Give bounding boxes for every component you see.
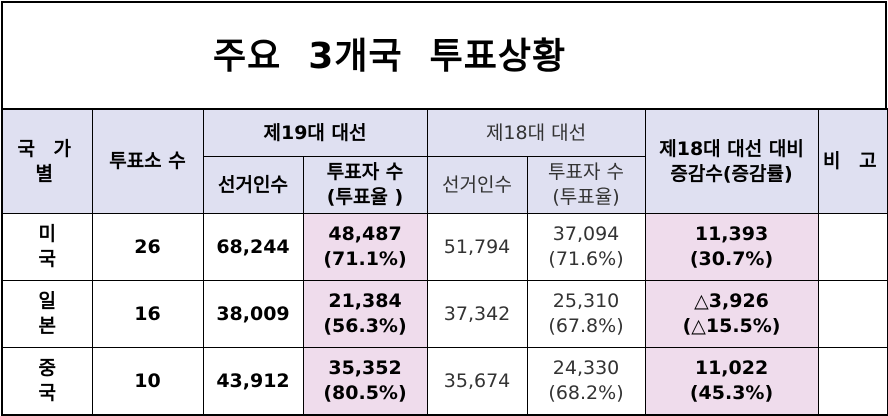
page-title: 주요 3개국 투표상황 <box>213 36 567 77</box>
header-turnout-18: 투표자 수 (투표율) <box>526 156 646 214</box>
header-stations: 투표소 수 <box>91 108 204 214</box>
cell-stations: 16 <box>91 280 204 348</box>
cell-turnout-18: 24,330 (68.2%) <box>526 347 646 416</box>
cell-stations: 26 <box>91 213 204 281</box>
cell-remarks <box>817 280 888 348</box>
cell-turnout-19: 21,384 (56.3%) <box>302 280 428 348</box>
voting-status-table: 국 가 별 투표소 수 제19대 대선 제18대 대선 제18대 대선 대비 증… <box>1 108 888 416</box>
header-country-label: 국 가 별 <box>17 137 78 185</box>
cell-country: 중 국 <box>1 347 93 416</box>
cell-country: 미 국 <box>1 213 93 281</box>
header-election-18: 제18대 대선 <box>426 108 646 157</box>
header-election-19-label: 제19대 대선 <box>263 121 367 144</box>
header-change: 제18대 대선 대비 증감수(증감률) <box>644 108 819 214</box>
cell-turnout-19: 35,352 (80.5%) <box>302 347 428 416</box>
cell-country: 일 본 <box>1 280 93 348</box>
header-voters-19-label: 선거인수 <box>218 173 288 196</box>
cell-voters-18: 37,342 <box>426 280 528 348</box>
cell-voters-19: 68,244 <box>202 213 304 281</box>
header-row-2: 선거인수 투표자 수 (투표율 ) 선거인수 투표자 수 (투표율) <box>2 156 888 214</box>
table-row: 미 국 26 68,244 48,487 (71.1%) 51,794 37,0… <box>1 213 888 281</box>
cell-turnout-18: 25,310 (67.8%) <box>526 280 646 348</box>
cell-remarks <box>817 347 888 416</box>
header-election-18-label: 제18대 대선 <box>485 121 587 144</box>
header-turnout-19: 투표자 수 (투표율 ) <box>302 156 428 214</box>
cell-change: 11,022 (45.3%) <box>644 347 819 416</box>
header-turnout-19-label: 투표자 수 (투표율 ) <box>326 161 404 208</box>
header-change-label: 제18대 대선 대비 증감수(증감률) <box>659 137 804 185</box>
cell-remarks <box>817 213 888 281</box>
header-turnout-18-label: 투표자 수 (투표율) <box>548 161 624 208</box>
cell-turnout-19: 48,487 (71.1%) <box>302 213 428 281</box>
header-stations-label: 투표소 수 <box>109 150 186 173</box>
cell-voters-18: 51,794 <box>426 213 528 281</box>
header-voters-18: 선거인수 <box>426 156 528 214</box>
cell-voters-19: 38,009 <box>202 280 304 348</box>
header-remarks: 비 고 <box>817 108 888 214</box>
cell-change: △3,926 (△15.5%) <box>644 280 819 348</box>
table-row: 중 국 10 43,912 35,352 (80.5%) 35,674 24,3… <box>1 347 888 416</box>
table-row: 일 본 16 38,009 21,384 (56.3%) 37,342 25,3… <box>1 280 888 348</box>
header-row-1: 국 가 별 투표소 수 제19대 대선 제18대 대선 제18대 대선 대비 증… <box>1 108 888 214</box>
header-election-19: 제19대 대선 <box>202 108 428 157</box>
header-country: 국 가 별 <box>1 108 93 214</box>
cell-voters-19: 43,912 <box>202 347 304 416</box>
cell-stations: 10 <box>91 347 204 416</box>
header-remarks-label: 비 고 <box>822 150 883 173</box>
header-voters-18-label: 선거인수 <box>442 173 512 196</box>
title-box: 주요 3개국 투표상황 <box>1 1 887 108</box>
header-voters-19: 선거인수 <box>202 156 304 214</box>
cell-change: 11,393 (30.7%) <box>644 213 819 281</box>
cell-turnout-18: 37,094 (71.6%) <box>526 213 646 281</box>
cell-voters-18: 35,674 <box>426 347 528 416</box>
